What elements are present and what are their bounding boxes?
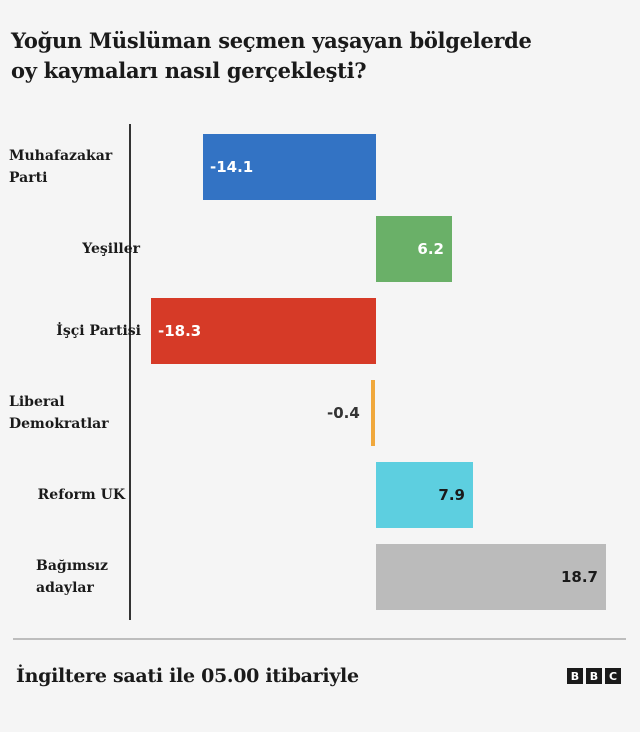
bar-row-isci: İşçi Partisi -18.3 (0, 298, 640, 364)
bbc-logo-block: C (605, 668, 621, 684)
label-line: İşçi Partisi (56, 323, 141, 339)
bar-muhafazakar: -14.1 (203, 134, 376, 200)
label-line: Liberal (9, 394, 65, 410)
zero-axis-line (129, 124, 131, 620)
bbc-logo: B B C (567, 668, 621, 684)
category-label: İşçi Partisi (56, 298, 141, 364)
footer-note: İngiltere saati ile 05.00 itibariyle (16, 665, 359, 687)
bar-bagimsiz: 18.7 (376, 544, 606, 610)
category-label: Liberal Demokratlar (9, 380, 109, 446)
bar-row-reform: Reform UK 7.9 (0, 462, 640, 528)
bar-row-bagimsiz: Bağımsız adaylar 18.7 (0, 544, 640, 610)
bar-reform: 7.9 (376, 462, 473, 528)
label-line: Parti (9, 170, 48, 186)
label-line: adaylar (36, 580, 94, 596)
label-line: Yeşiller (82, 241, 140, 257)
bar-row-muhafazakar: Muhafazakar Parti -14.1 (0, 134, 640, 200)
bar-row-liberal: Liberal Demokratlar -0.4 (0, 380, 640, 446)
label-line: Muhafazakar (9, 148, 113, 164)
category-label: Bağımsız adaylar (36, 544, 108, 610)
bar-row-yesiller: Yeşiller 6.2 (0, 216, 640, 282)
bbc-logo-block: B (567, 668, 583, 684)
bar-isci: -18.3 (151, 298, 376, 364)
bar-yesiller: 6.2 (376, 216, 452, 282)
category-label: Yeşiller (82, 216, 140, 282)
category-label: Reform UK (38, 462, 125, 528)
chart-title-line-1: Yoğun Müslüman seçmen yaşayan bölgelerde (11, 28, 532, 53)
footer-divider (13, 638, 626, 640)
bar-value: 6.2 (417, 240, 444, 258)
bar-value: -14.1 (210, 158, 254, 176)
label-line: Demokratlar (9, 416, 109, 432)
bar-value: 18.7 (560, 568, 598, 586)
bar-value-outside: -0.4 (327, 404, 360, 422)
chart-title: Yoğun Müslüman seçmen yaşayan bölgelerde… (11, 26, 611, 86)
bar-value: -18.3 (158, 322, 202, 340)
bar-value: 7.9 (438, 486, 465, 504)
bbc-logo-block: B (586, 668, 602, 684)
label-line: Bağımsız (36, 558, 108, 574)
chart-title-line-2: oy kaymaları nasıl gerçekleşti? (11, 58, 367, 83)
bar-liberal (371, 380, 375, 446)
category-label: Muhafazakar Parti (9, 134, 112, 200)
label-line: Reform UK (37, 487, 125, 503)
